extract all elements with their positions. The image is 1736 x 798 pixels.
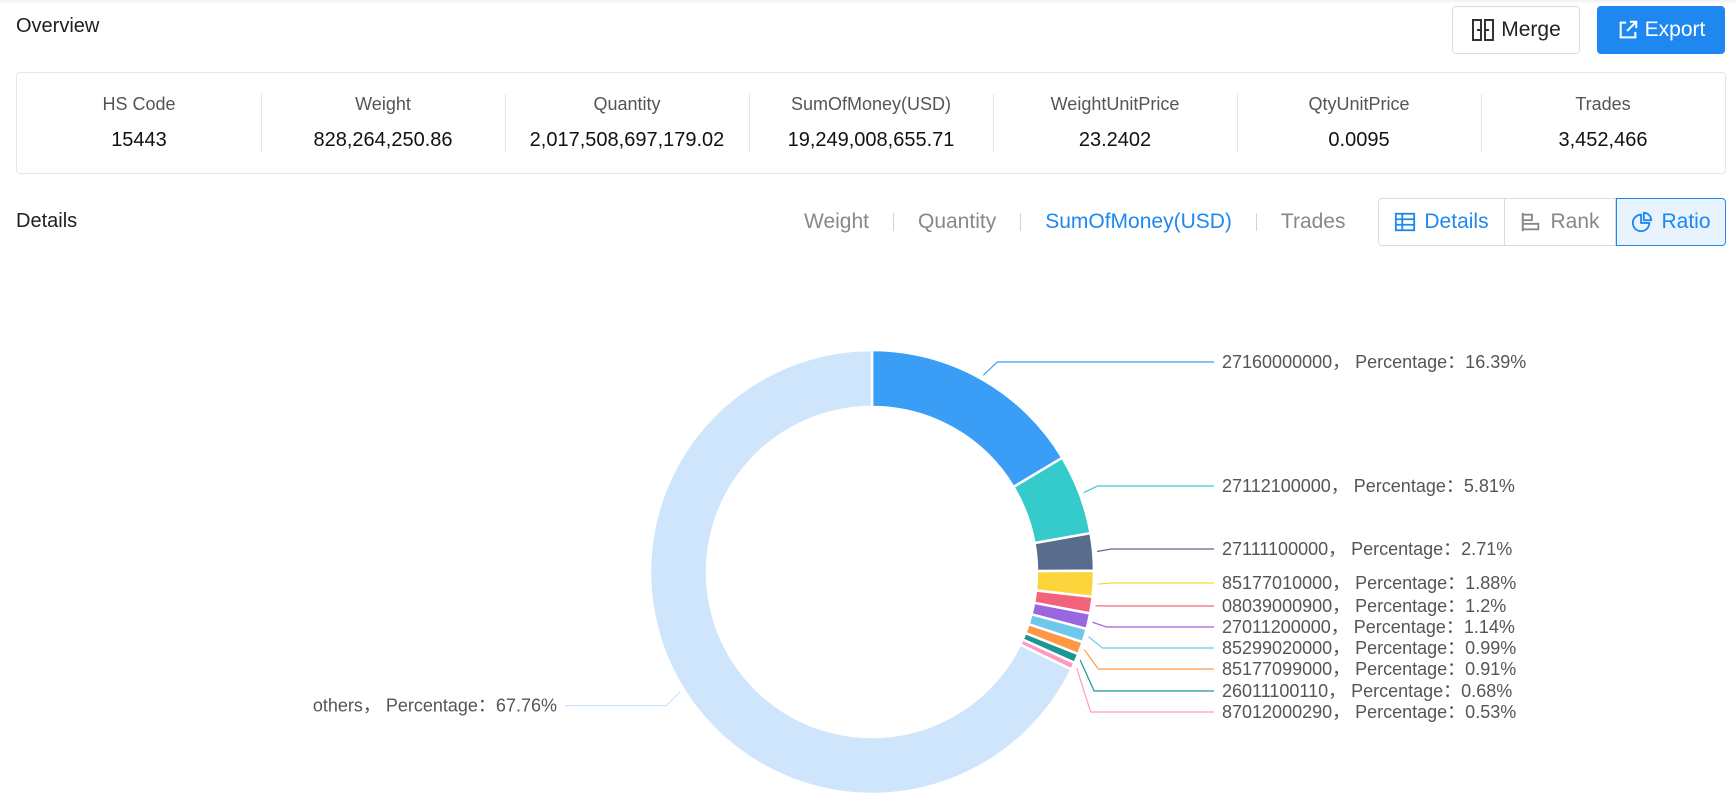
leader-line-27011200000	[1092, 621, 1214, 628]
stat-hs-code: HS Code 15443	[17, 94, 261, 152]
leader-line-27111100000	[1096, 548, 1214, 553]
stat-value: 0.0095	[1328, 129, 1390, 151]
slice-label-85299020000: 85299020000， Percentage：0.99%	[1222, 638, 1516, 658]
rank-bars-icon	[1522, 212, 1540, 232]
slice-label-85177099000: 85177099000， Percentage：0.91%	[1222, 659, 1516, 679]
tab-trades[interactable]: Trades	[1280, 210, 1346, 233]
view-details-button[interactable]: Details	[1378, 198, 1505, 246]
slice-label-27160000000: 27160000000， Percentage：16.39%	[1222, 352, 1526, 372]
metric-tabs: Weight Quantity SumOfMoney(USD) Trades	[780, 207, 1370, 237]
view-ratio-button[interactable]: Ratio	[1616, 198, 1726, 246]
slice-27160000000[interactable]	[870, 348, 1065, 489]
stat-label: WeightUnitPrice	[1050, 94, 1180, 114]
stat-value: 19,249,008,655.71	[787, 129, 955, 151]
stat-value: 15443	[111, 129, 167, 151]
slice-label-26011100110: 26011100110， Percentage：0.68%	[1222, 681, 1512, 701]
stat-sum-of-money: SumOfMoney(USD) 19,249,008,655.71	[749, 94, 993, 152]
slice-label-27112100000: 27112100000， Percentage：5.81%	[1222, 476, 1515, 496]
top-shadow	[0, 0, 1736, 4]
export-icon	[1619, 20, 1637, 39]
export-label: Export	[1644, 18, 1706, 41]
stat-value: 2,017,508,697,179.02	[529, 129, 725, 151]
stat-label: HS Code	[102, 94, 176, 114]
tab-divider	[892, 213, 894, 231]
export-button[interactable]: Export	[1597, 6, 1725, 54]
view-ratio-label: Ratio	[1661, 210, 1711, 233]
merge-label: Merge	[1501, 18, 1561, 41]
slice-label-27011200000: 27011200000， Percentage：1.14%	[1222, 617, 1515, 637]
leader-line-87012000290	[1076, 667, 1214, 713]
table-icon	[1395, 212, 1416, 232]
stat-label: Trades	[1575, 94, 1631, 114]
pie-chart-icon	[1632, 211, 1653, 233]
stat-qty-unit-price: QtyUnitPrice 0.0095	[1237, 94, 1481, 152]
slice-label-08039000900: 08039000900， Percentage：1.2%	[1222, 596, 1506, 616]
stat-quantity: Quantity 2,017,508,697,179.02	[505, 94, 749, 152]
stats-card: HS Code 15443 Weight 828,264,250.86 Quan…	[16, 72, 1726, 174]
tab-quantity[interactable]: Quantity	[917, 210, 997, 233]
view-rank-label: Rank	[1550, 210, 1600, 233]
slice-others[interactable]	[648, 348, 1074, 796]
leader-line-85177010000	[1097, 582, 1214, 585]
tab-divider	[1020, 213, 1022, 231]
stat-value: 23.2402	[1078, 129, 1152, 151]
view-rank-button[interactable]: Rank	[1505, 198, 1616, 246]
tab-weight[interactable]: Weight	[804, 210, 869, 233]
stat-trades: Trades 3,452,466	[1481, 94, 1725, 152]
leader-line-others	[565, 691, 681, 707]
leader-line-27112100000	[1083, 485, 1214, 494]
leader-line-85177099000	[1083, 649, 1214, 670]
stat-label: SumOfMoney(USD)	[790, 94, 952, 114]
stat-value: 3,452,466	[1558, 129, 1648, 151]
slice-label-87012000290: 87012000290， Percentage：0.53%	[1222, 702, 1516, 722]
view-details-label: Details	[1424, 210, 1489, 233]
stat-label: Quantity	[593, 94, 661, 114]
tab-sum-of-money[interactable]: SumOfMoney(USD)	[1045, 210, 1232, 233]
merge-icon	[1472, 19, 1495, 41]
tab-divider	[1255, 213, 1257, 231]
stat-value: 828,264,250.86	[313, 129, 453, 151]
leader-line-27160000000	[982, 361, 1214, 376]
slice-label-85177010000: 85177010000， Percentage：1.88%	[1222, 573, 1516, 593]
view-toggle-group: Details Rank Ratio	[1378, 198, 1726, 246]
stat-weight: Weight 828,264,250.86	[261, 94, 505, 152]
details-title: Details	[16, 210, 78, 232]
stat-label: QtyUnitPrice	[1308, 94, 1410, 114]
overview-title: Overview	[16, 15, 100, 37]
leader-line-85299020000	[1088, 636, 1214, 649]
slice-label-27111100000: 27111100000， Percentage：2.71%	[1222, 539, 1512, 559]
slice-label-others: others， Percentage：67.76%	[313, 696, 557, 716]
ratio-donut-chart: 27160000000， Percentage：16.39% 2711210000…	[313, 348, 1526, 796]
stat-weight-unit-price: WeightUnitPrice 23.2402	[993, 94, 1237, 152]
stat-label: Weight	[355, 94, 411, 114]
merge-button[interactable]: Merge	[1452, 6, 1580, 54]
leader-line-26011100110	[1079, 659, 1214, 692]
